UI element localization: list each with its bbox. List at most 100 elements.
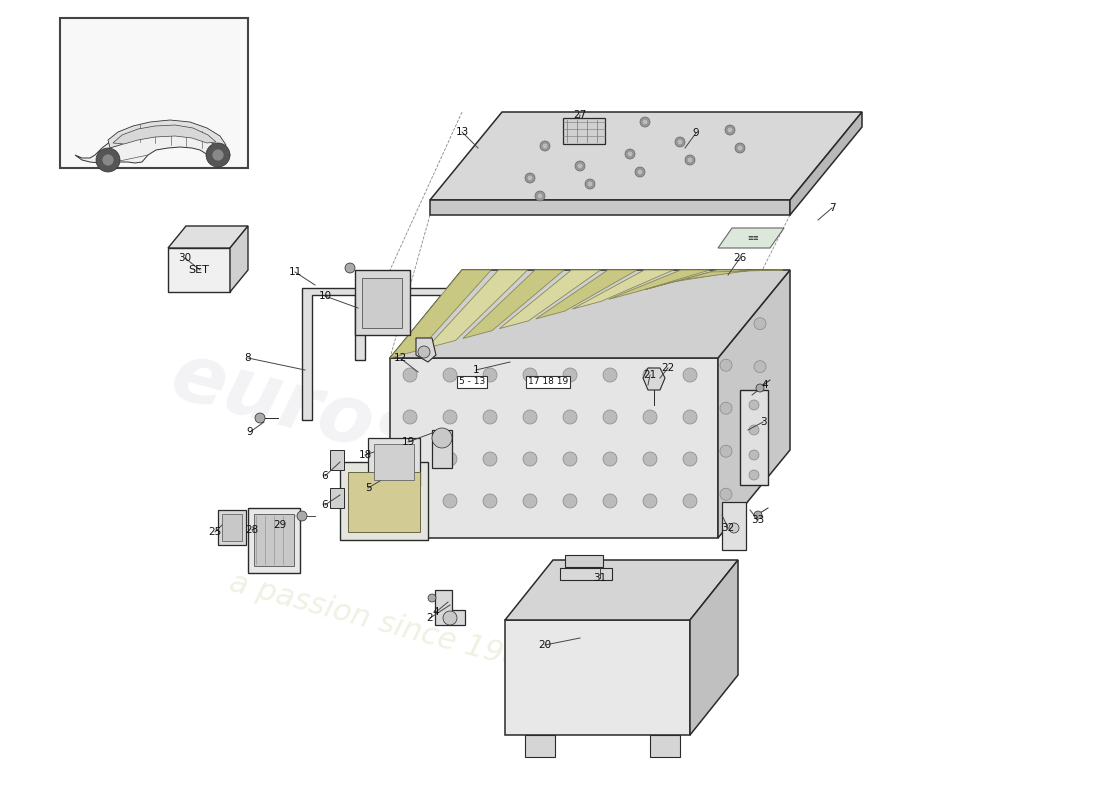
Text: 9: 9 <box>693 128 700 138</box>
Text: 31: 31 <box>593 573 606 583</box>
Text: 32: 32 <box>722 523 735 533</box>
Text: 1: 1 <box>473 365 480 375</box>
Circle shape <box>603 494 617 508</box>
Circle shape <box>725 125 735 135</box>
Text: 2: 2 <box>427 613 433 623</box>
Polygon shape <box>427 270 528 348</box>
Text: 17 18 19: 17 18 19 <box>528 378 568 386</box>
Circle shape <box>644 410 657 424</box>
Circle shape <box>625 149 635 159</box>
Circle shape <box>255 413 265 423</box>
Bar <box>330 450 344 470</box>
Circle shape <box>644 368 657 382</box>
Circle shape <box>754 318 766 330</box>
Circle shape <box>683 452 697 466</box>
Polygon shape <box>718 270 790 538</box>
Bar <box>722 502 746 550</box>
Bar <box>374 444 414 480</box>
Polygon shape <box>302 288 462 420</box>
Circle shape <box>345 263 355 273</box>
Circle shape <box>578 163 583 169</box>
Circle shape <box>96 148 120 172</box>
Polygon shape <box>572 270 673 309</box>
Text: SET: SET <box>377 315 393 325</box>
Circle shape <box>102 154 114 166</box>
Bar <box>432 430 452 468</box>
Bar <box>525 735 556 757</box>
Polygon shape <box>113 125 216 144</box>
Circle shape <box>522 494 537 508</box>
Circle shape <box>522 368 537 382</box>
Circle shape <box>754 511 762 519</box>
Circle shape <box>644 494 657 508</box>
Bar <box>168 248 230 292</box>
Circle shape <box>735 143 745 153</box>
Bar <box>355 270 410 335</box>
Polygon shape <box>390 358 718 538</box>
Polygon shape <box>790 112 862 215</box>
Bar <box>565 555 603 567</box>
Polygon shape <box>108 120 226 148</box>
Circle shape <box>640 117 650 127</box>
Polygon shape <box>430 112 862 200</box>
Polygon shape <box>499 270 601 329</box>
Circle shape <box>542 143 548 149</box>
Circle shape <box>749 425 759 435</box>
Circle shape <box>563 368 578 382</box>
Text: 4: 4 <box>761 380 768 390</box>
Circle shape <box>592 131 598 137</box>
Circle shape <box>737 145 742 151</box>
Circle shape <box>603 368 617 382</box>
Circle shape <box>720 402 732 414</box>
Circle shape <box>403 494 417 508</box>
Polygon shape <box>463 270 564 338</box>
Polygon shape <box>608 270 710 299</box>
Polygon shape <box>434 590 465 625</box>
Circle shape <box>644 452 657 466</box>
Polygon shape <box>168 226 248 248</box>
Circle shape <box>749 450 759 460</box>
Circle shape <box>418 346 430 358</box>
Text: 33: 33 <box>751 515 764 525</box>
Bar <box>368 438 420 486</box>
Circle shape <box>754 361 766 373</box>
Circle shape <box>720 359 732 371</box>
Polygon shape <box>682 270 783 280</box>
Circle shape <box>749 400 759 410</box>
Text: 3: 3 <box>760 417 767 427</box>
Text: 12: 12 <box>394 353 407 363</box>
Circle shape <box>756 384 764 392</box>
Circle shape <box>575 161 585 171</box>
Polygon shape <box>230 226 248 292</box>
Circle shape <box>537 193 543 199</box>
Text: a passion since 1985: a passion since 1985 <box>227 569 543 679</box>
Text: 20: 20 <box>538 640 551 650</box>
Circle shape <box>297 511 307 521</box>
Circle shape <box>603 410 617 424</box>
Circle shape <box>522 410 537 424</box>
Circle shape <box>525 173 535 183</box>
Circle shape <box>428 594 436 602</box>
Polygon shape <box>536 270 637 319</box>
Circle shape <box>635 167 645 177</box>
Circle shape <box>727 127 733 133</box>
Text: 28: 28 <box>245 525 258 535</box>
Circle shape <box>720 488 732 500</box>
Circle shape <box>627 151 632 157</box>
Circle shape <box>603 452 617 466</box>
Text: SET: SET <box>188 265 209 275</box>
Circle shape <box>590 129 600 139</box>
Bar <box>368 310 398 328</box>
Polygon shape <box>390 270 790 358</box>
Bar <box>560 568 612 580</box>
Circle shape <box>587 181 593 187</box>
Text: 26: 26 <box>734 253 747 263</box>
Circle shape <box>675 137 685 147</box>
Polygon shape <box>644 368 666 390</box>
Circle shape <box>688 157 693 163</box>
Bar <box>222 514 242 541</box>
Circle shape <box>212 149 224 161</box>
Text: 8: 8 <box>244 353 251 363</box>
Circle shape <box>754 404 766 416</box>
Bar <box>362 278 402 328</box>
